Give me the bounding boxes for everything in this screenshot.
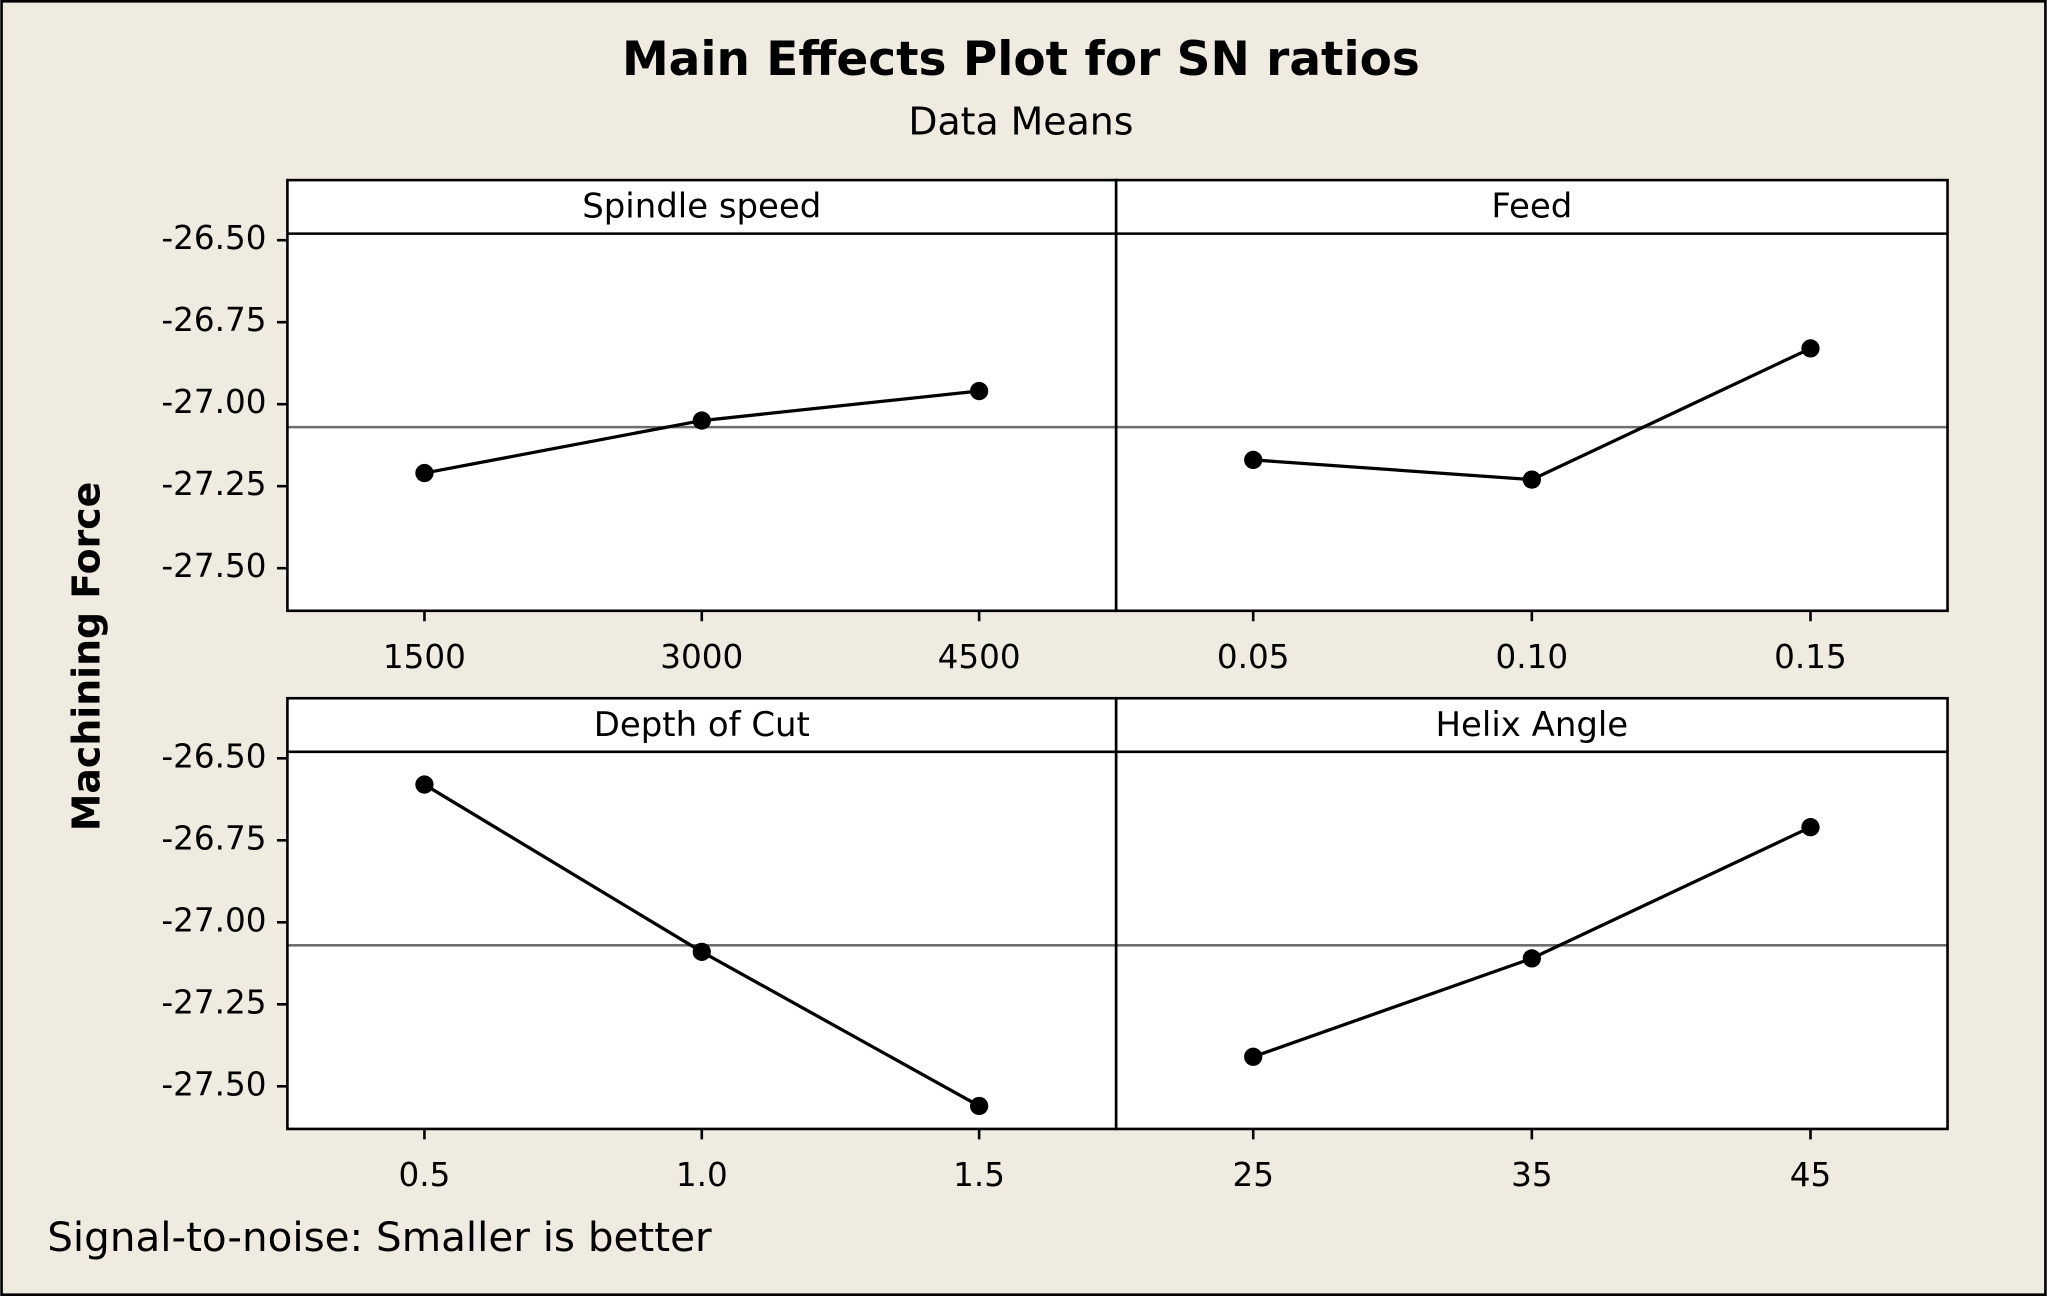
x-tick-label: 3000 [660, 638, 743, 676]
panel-title: Spindle speed [582, 188, 821, 227]
y-tick-label: -27.00 [161, 901, 266, 939]
point [969, 1096, 989, 1116]
point [692, 411, 711, 430]
point [415, 463, 434, 483]
x-tick-label: 1.5 [953, 1156, 1005, 1194]
x-tick-label: 0.15 [1774, 638, 1847, 676]
point [1522, 470, 1541, 489]
point [692, 942, 711, 961]
y-tick-label: -27.25 [161, 983, 266, 1021]
panel-border [1114, 178, 1949, 613]
chart-subtitle: Data Means [908, 99, 1133, 143]
x-tick-label: 4500 [938, 638, 1021, 676]
footnote: Signal-to-noise: Smaller is better [47, 1213, 712, 1261]
y-tick-label: -26.50 [161, 737, 266, 775]
x-tick-label: 1.0 [676, 1156, 728, 1194]
y-axis-label: Machining Force [65, 482, 109, 832]
y-tick-label: -26.50 [161, 219, 266, 257]
panel-title: Helix Angle [1436, 706, 1629, 745]
point [1244, 1047, 1263, 1066]
x-tick-label: 0.05 [1217, 638, 1290, 676]
y-tick-label: -27.50 [161, 547, 266, 585]
panel [287, 698, 1117, 1129]
x-tick-label: 0.10 [1496, 638, 1569, 676]
point [1244, 450, 1263, 470]
panel-title: Feed [1491, 188, 1572, 227]
x-tick-label: 25 [1232, 1156, 1274, 1194]
point [1801, 818, 1820, 837]
panel [1116, 698, 1948, 1129]
panel-border [1114, 696, 1949, 1131]
chart-title: Main Effects Plot for SN ratios [622, 32, 1420, 87]
point [415, 775, 434, 794]
x-tick-label: 1500 [383, 638, 466, 676]
y-tick-label: -27.00 [161, 383, 266, 421]
x-tick-label: 35 [1511, 1156, 1553, 1194]
panel [287, 180, 1117, 611]
panel-title: Depth of Cut [594, 706, 810, 745]
point [1522, 949, 1541, 968]
x-tick-label: 45 [1790, 1156, 1832, 1194]
y-tick-label: -26.75 [161, 819, 266, 857]
y-tick-label: -27.25 [161, 465, 266, 503]
point [969, 381, 989, 401]
point [1801, 339, 1820, 358]
panel [1116, 180, 1948, 611]
y-tick-label: -27.50 [161, 1065, 266, 1103]
x-tick-label: 0.5 [399, 1156, 451, 1194]
y-tick-label: -26.75 [161, 301, 266, 339]
